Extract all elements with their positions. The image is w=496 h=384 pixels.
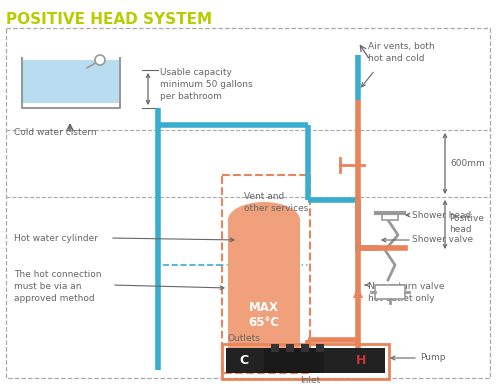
Bar (226, 348, 385, 373)
Text: POSITIVE HEAD SYSTEM: POSITIVE HEAD SYSTEM (6, 12, 212, 27)
Text: 600mm: 600mm (450, 159, 485, 167)
Bar (375, 285, 405, 299)
Circle shape (95, 55, 105, 65)
Text: Usable capacity
minimum 50 gallons
per bathroom: Usable capacity minimum 50 gallons per b… (160, 68, 252, 101)
Bar (23, 60, 119, 103)
Text: Hot water cylinder: Hot water cylinder (14, 234, 98, 243)
Text: Air vents, both
hot and cold: Air vents, both hot and cold (368, 42, 434, 63)
Text: Pump: Pump (420, 354, 445, 362)
Ellipse shape (228, 202, 300, 238)
Bar (271, 344, 279, 352)
Text: H: H (356, 354, 366, 366)
Text: Inlet: Inlet (300, 376, 320, 384)
Bar (222, 344, 389, 379)
Text: The hot connection
must be via an
approved method: The hot connection must be via an approv… (14, 270, 102, 303)
Text: Shower head: Shower head (412, 210, 471, 220)
Bar (286, 344, 294, 352)
Text: Cold water cistern: Cold water cistern (14, 128, 97, 137)
Text: C: C (240, 354, 248, 366)
Text: MAX
65°C: MAX 65°C (248, 301, 280, 329)
Text: Shower valve: Shower valve (412, 235, 473, 245)
Bar (264, 348, 324, 373)
Bar (228, 218, 300, 368)
Text: Positive
head: Positive head (449, 214, 484, 234)
Text: Vent and
other services: Vent and other services (244, 192, 309, 213)
Bar (316, 344, 324, 352)
Text: Non-return valve
hot outlet only: Non-return valve hot outlet only (368, 282, 444, 303)
Text: Outlets: Outlets (228, 334, 261, 343)
Polygon shape (353, 286, 363, 298)
Bar (382, 214, 398, 220)
Bar (301, 344, 309, 352)
